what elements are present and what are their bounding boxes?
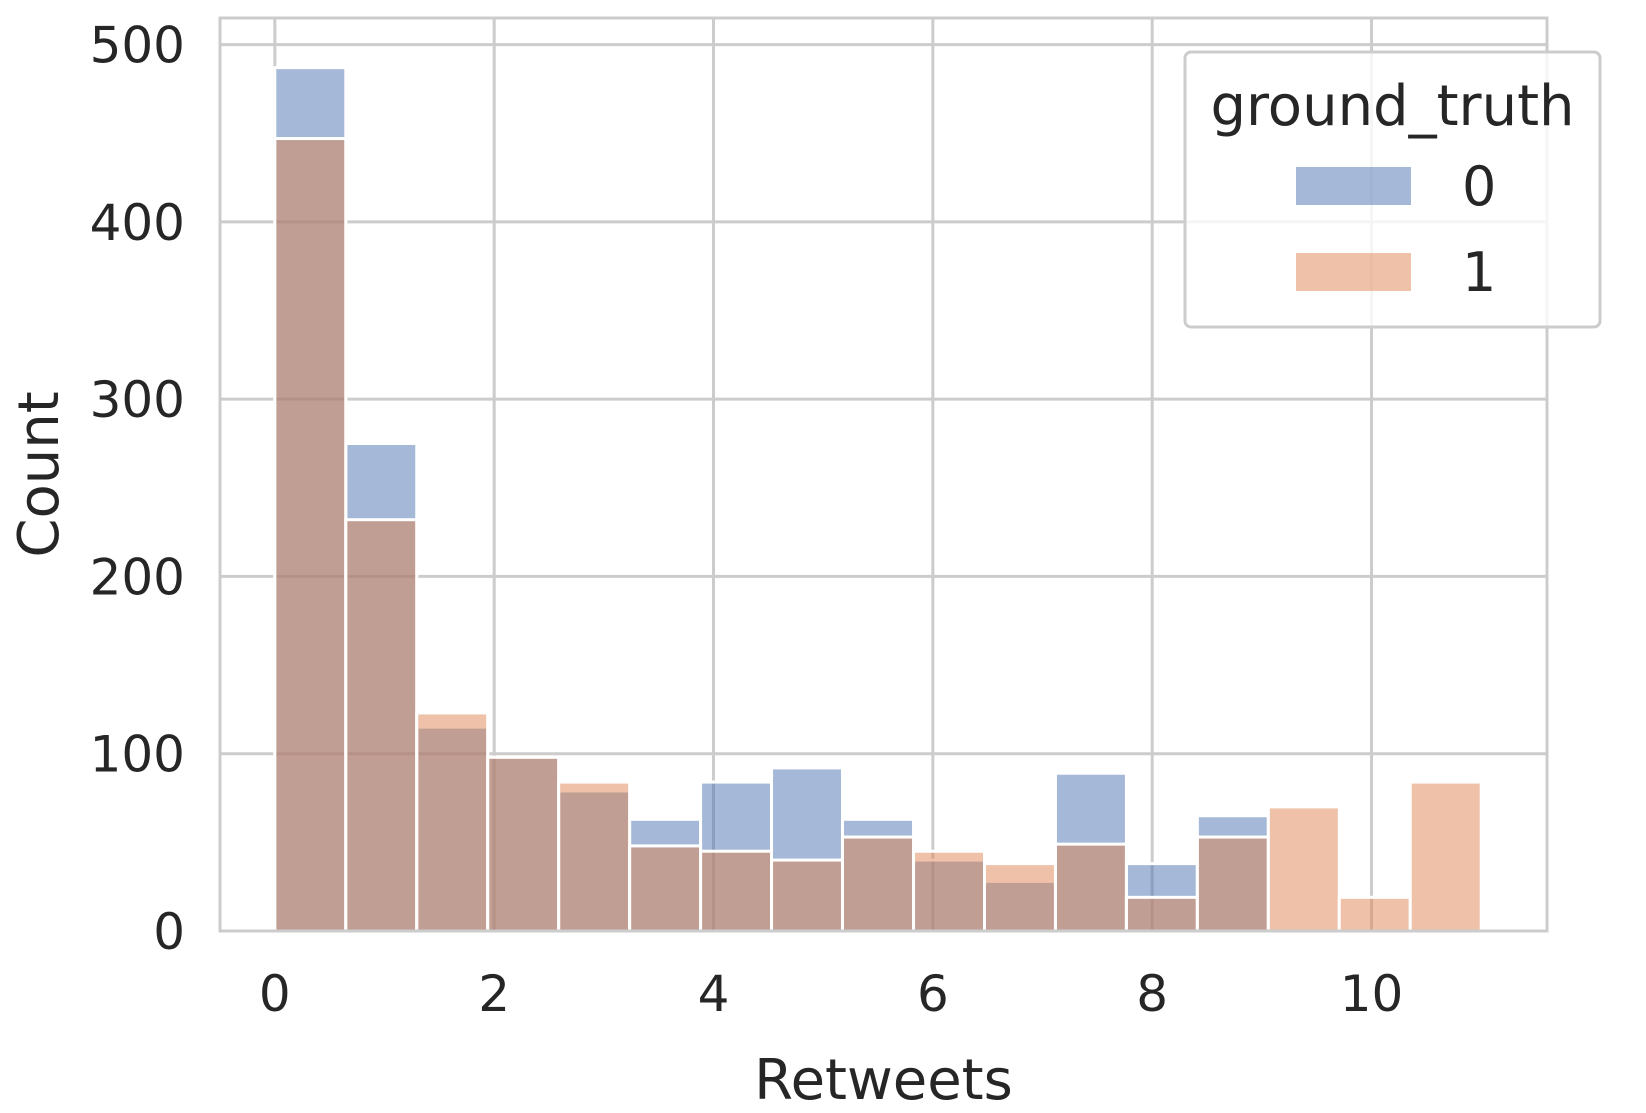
bar-series-1-bin-12 [1124,895,1199,933]
bar-series-1-bin-3 [486,755,561,933]
legend-swatch-0 [1296,167,1411,205]
bar-series-1-bin-5 [628,844,703,933]
bar-series-1-bin-9 [912,849,987,933]
bar-series-1-bin-14 [1266,805,1341,933]
y-tick-label: 100 [90,726,185,784]
y-tick-label: 400 [90,194,185,252]
bars [273,66,1483,933]
y-tick-label: 200 [90,548,185,606]
y-tick-label: 0 [153,903,185,961]
x-tick-label: 4 [698,965,730,1023]
y-tick-label: 500 [90,17,185,75]
legend-label-1: 1 [1462,241,1496,304]
legend[interactable]: ground_truth 0 1 [1183,50,1602,329]
bar-series-1-bin-10 [983,862,1057,933]
bar-series-1-bin-8 [840,835,916,933]
x-axis-label: Retweets [754,1048,1013,1113]
y-axis-label: Count [7,391,72,557]
x-tick-label: 8 [1136,965,1168,1023]
legend-title: ground_truth [1210,74,1574,139]
bar-series-1-bin-4 [557,780,632,933]
bar-series-1-bin-1 [344,518,419,933]
x-tick-label: 6 [917,965,949,1023]
plot-frame [218,16,1549,933]
bar-series-1-bin-13 [1195,835,1270,933]
x-tick-label: 2 [478,965,510,1023]
bar-series-1-bin-7 [770,858,844,933]
legend-label-0: 0 [1462,155,1496,218]
bar-series-1-bin-6 [699,849,774,933]
bar-series-1-bin-16 [1408,780,1483,933]
x-tick-label: 10 [1340,965,1404,1023]
bar-series-1-bin-11 [1053,842,1128,933]
bar-series-1-bin-0 [273,137,348,933]
y-tick-label: 300 [90,371,185,429]
bar-series-1-bin-2 [415,711,490,933]
legend-swatch-1 [1296,253,1411,291]
x-tick-label: 0 [259,965,291,1023]
bar-series-1-bin-15 [1337,895,1412,933]
